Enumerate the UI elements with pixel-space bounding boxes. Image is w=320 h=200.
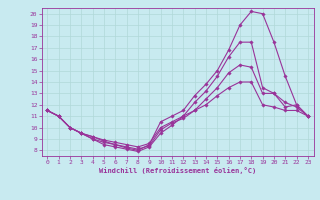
- X-axis label: Windchill (Refroidissement éolien,°C): Windchill (Refroidissement éolien,°C): [99, 167, 256, 174]
